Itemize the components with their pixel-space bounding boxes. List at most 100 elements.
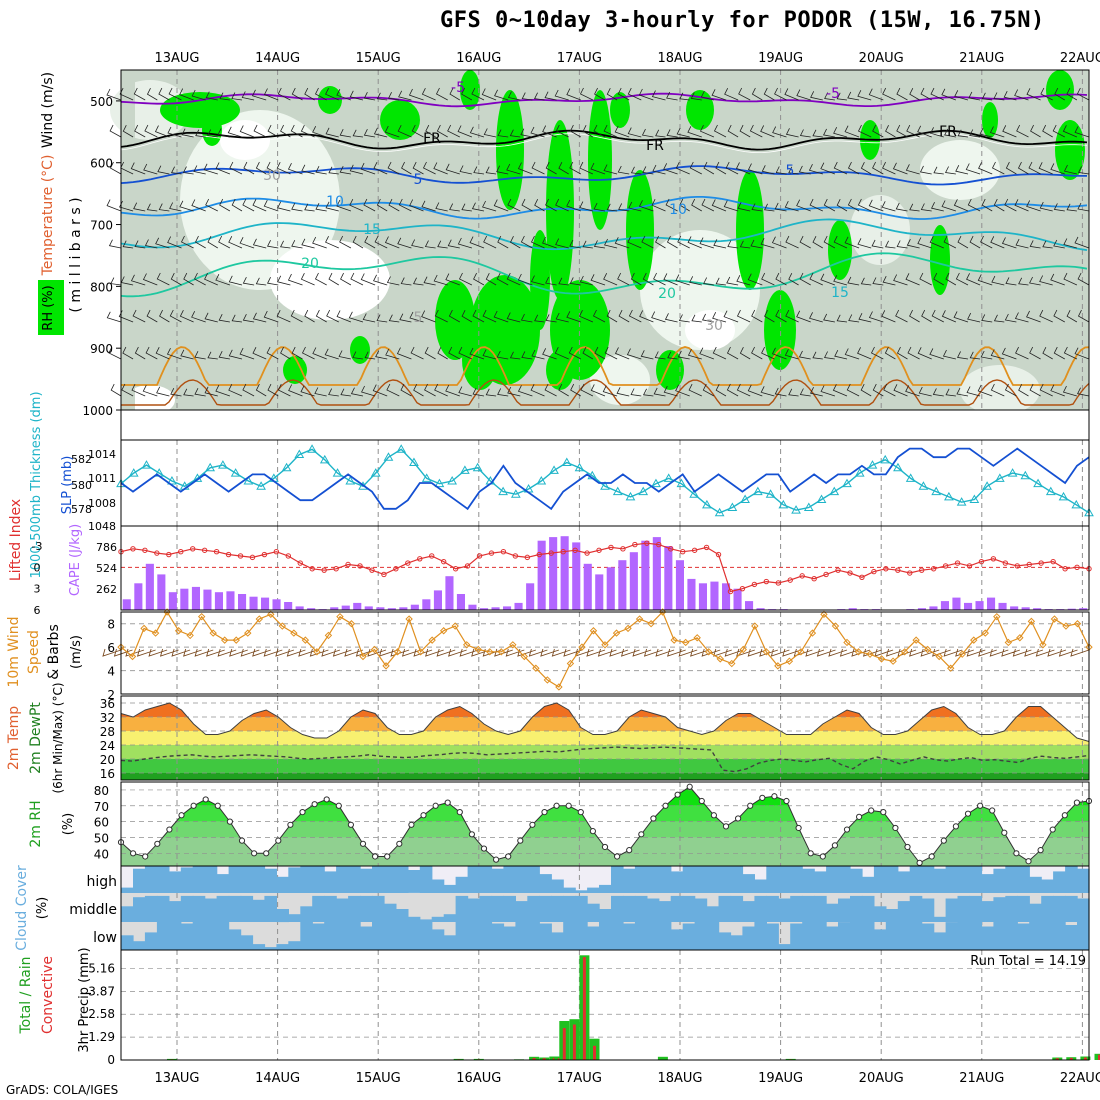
cape-bar — [595, 574, 604, 610]
axis-label-wind: Wind (m/s) — [40, 72, 56, 148]
rh-high-region — [626, 170, 654, 290]
cloud-cover-bar — [312, 895, 325, 922]
lifted-index-point — [918, 567, 925, 573]
thickness-point — [383, 452, 394, 461]
run-total-label: Run Total = 14.19 — [970, 954, 1086, 969]
cape-bar — [191, 586, 200, 610]
cloud-cover-bar — [1077, 922, 1090, 950]
wind-speed-point — [428, 636, 436, 644]
date-label-top: 14AUG — [255, 51, 300, 66]
cape-bar — [1021, 607, 1030, 610]
contour-label: FR — [646, 138, 664, 154]
cloud-cover-bar — [1077, 898, 1090, 922]
cloud-cover-bar — [228, 895, 242, 922]
cloud-cover-bar — [634, 866, 648, 893]
lifted-index-point — [154, 550, 160, 556]
cloud-cover-bar — [348, 866, 361, 893]
cloud-level-label: middle — [69, 902, 117, 918]
lifted-index-point — [190, 546, 196, 552]
cape-panel-frame — [120, 525, 1090, 611]
rh-color-band — [121, 786, 1089, 790]
wind-speed-point — [797, 648, 805, 656]
rh-point — [517, 837, 524, 844]
lifted-index-point — [751, 581, 758, 588]
lifted-index-point — [261, 551, 268, 558]
wind-tick-label: 4 — [107, 665, 115, 679]
temp-contour-30 — [121, 346, 1090, 386]
rh-point — [783, 797, 790, 805]
thickness-point — [931, 486, 942, 496]
rh-high-region — [828, 220, 852, 280]
thickness-point — [816, 494, 827, 504]
cloud-cover-bar — [969, 922, 983, 950]
contour-label: FR — [423, 131, 441, 147]
wind-speed-point — [681, 638, 690, 647]
date-label-bottom: 18AUG — [657, 1071, 702, 1086]
cape-bar — [134, 583, 143, 610]
wind-speed-point — [255, 615, 263, 623]
rh-high-region — [982, 102, 998, 138]
rh-point — [759, 794, 766, 801]
cloud-cover-bar — [706, 866, 720, 893]
cloud-cover-bar — [634, 895, 648, 922]
thickness-point — [944, 491, 954, 501]
contour-label: 5 — [786, 163, 795, 179]
upper-wind-barbs — [106, 87, 1090, 397]
wind-speed-point — [566, 659, 575, 668]
cloud-cover-bar — [419, 922, 433, 950]
thickness-point — [396, 444, 407, 453]
wind-speed-point — [313, 648, 321, 656]
thickness-point — [345, 476, 356, 485]
lifted-index-point — [321, 567, 327, 573]
cloud-cover-bar — [861, 876, 875, 893]
rh-point — [1073, 799, 1081, 806]
thickness-point — [880, 454, 891, 464]
rh-point — [287, 821, 294, 828]
contour-label: 20 — [658, 286, 676, 302]
cloud-cover-bar — [778, 866, 791, 893]
cape-bar — [353, 602, 362, 610]
lifted-index-point — [285, 553, 292, 559]
precip-convective-bar — [582, 957, 586, 1060]
wind-speed-point — [993, 612, 1001, 621]
cloud-cover-bar — [981, 874, 994, 893]
wind-speed-point — [347, 620, 356, 628]
cape-bar — [214, 592, 223, 610]
rh-point — [505, 853, 512, 860]
cloud-cover-bar — [945, 866, 959, 893]
axis-label-speed: Speed — [26, 630, 42, 674]
lifted-index-point — [679, 548, 686, 555]
rh-point — [468, 831, 475, 838]
cape-bar — [157, 574, 166, 610]
cape-bar — [537, 540, 546, 610]
cloud-cover-bar — [921, 898, 935, 922]
cape-bar — [629, 552, 638, 610]
temp-color-band — [121, 717, 1089, 731]
thickness-point — [510, 489, 521, 498]
lifted-index-point — [417, 556, 423, 562]
wind-speed-point — [912, 636, 920, 644]
temp-color-band — [121, 696, 1089, 703]
lifted-index-point — [668, 546, 674, 552]
cloud-cover-bar — [1029, 903, 1042, 922]
cloud-cover-bar — [503, 926, 516, 950]
cloud-cover-bar — [790, 895, 803, 922]
precip-tick-label: 1.29 — [88, 1030, 115, 1044]
rh-point — [735, 815, 742, 822]
cape-bar — [307, 608, 316, 610]
slp-tick-label: 1014 — [88, 448, 116, 461]
cloud-cover-bar — [1041, 879, 1054, 893]
contour-label: -5 — [451, 80, 465, 96]
lifted-index-point — [727, 588, 734, 595]
thickness-point — [498, 486, 508, 496]
cloud-cover-bar — [909, 866, 923, 893]
cloud-cover-bar — [969, 866, 983, 893]
lifted-index-point — [429, 553, 435, 559]
cloud-cover-bar — [933, 868, 947, 893]
cloud-cover-bar — [443, 935, 457, 950]
cloud-cover-bar — [981, 901, 994, 922]
cloud-cover-bar — [276, 944, 289, 950]
wind-speed-point — [1050, 615, 1059, 623]
rh-point — [1001, 829, 1008, 836]
rh-legend-swatch — [38, 280, 64, 335]
